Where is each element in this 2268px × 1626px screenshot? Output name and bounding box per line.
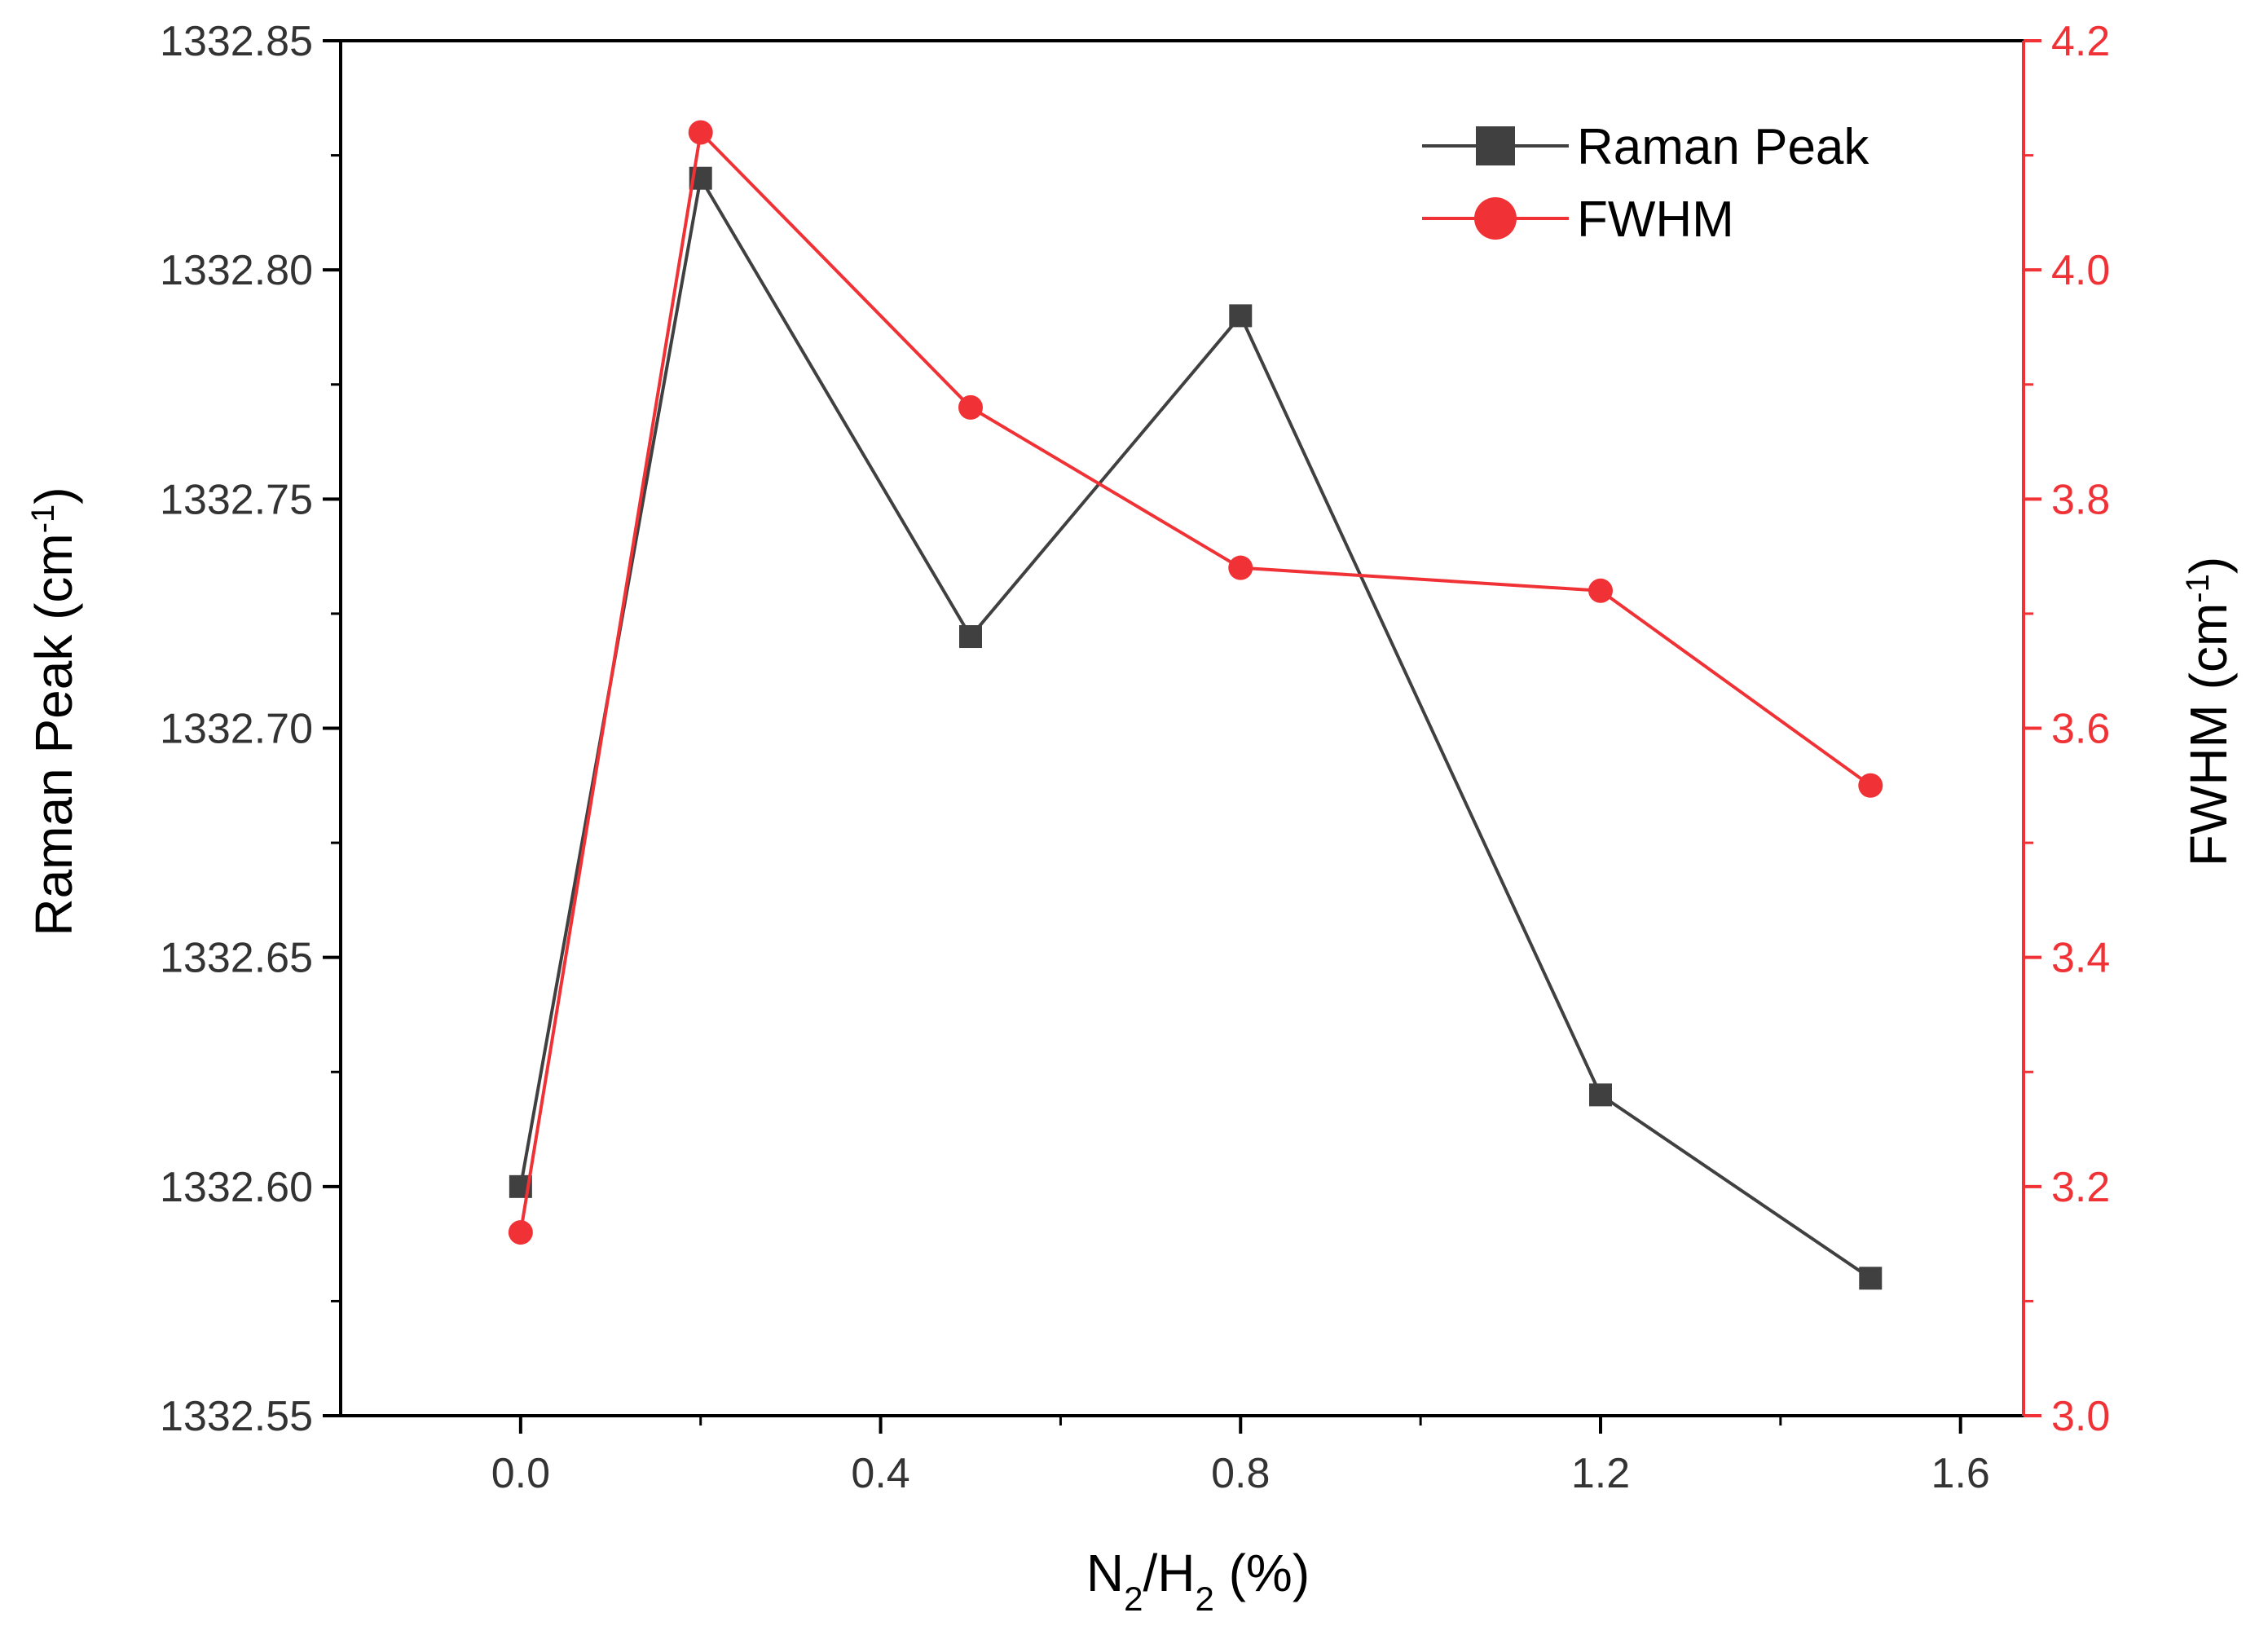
x-tick-label: 1.2: [1571, 1450, 1630, 1497]
data-point-fwhm: [508, 1220, 533, 1245]
y-right-title-close: ): [2179, 557, 2238, 574]
legend-label-raman: Raman Peak: [1577, 119, 1869, 175]
series-line-raman: [518, 176, 1872, 1280]
x-title-sub2: 2: [1195, 1580, 1213, 1618]
x-title-n: N: [1086, 1544, 1124, 1602]
legend-marker-raman: [1476, 126, 1515, 165]
y-right-tick-label: 3.8: [2051, 476, 2110, 523]
y-right-tick-label: 3.6: [2051, 706, 2110, 753]
y-right-tick-label: 4.2: [2051, 18, 2110, 65]
x-tick-label: 0.8: [1211, 1450, 1270, 1497]
y-axis-right-title: FWHM (cm-1): [2179, 557, 2238, 866]
y-left-tick-label: 1332.85: [160, 18, 313, 65]
data-point-raman: [1859, 1267, 1883, 1290]
x-tick-label: 0.0: [491, 1450, 550, 1497]
y-left-tick-label: 1332.75: [160, 476, 313, 523]
x-title-slash-h: /H: [1143, 1544, 1195, 1602]
y-left-title-sup: -1: [25, 505, 61, 534]
y-right-tick-label: 4.0: [2051, 247, 2110, 294]
y-left-title-main: Raman Peak (cm: [24, 533, 83, 936]
series-group: [508, 120, 1883, 1290]
y-left-tick-label: 1332.80: [160, 247, 313, 294]
y-left-title-close: ): [24, 487, 83, 504]
data-point-fwhm: [1588, 578, 1613, 603]
axes: 0.0 0.4 0.8 1.2 1.6 1332.55 1332.60 1332.65 1332…: [160, 18, 2110, 1497]
y-right-tick-label: 3.0: [2051, 1393, 2110, 1440]
x-tick-label: 1.6: [1931, 1450, 1990, 1497]
x-title-sub1: 2: [1124, 1580, 1143, 1618]
y-right-title-sup: -1: [2180, 574, 2216, 603]
data-point-raman: [1229, 304, 1253, 328]
data-point-fwhm: [958, 394, 983, 420]
legend: Raman Peak FWHM: [1422, 119, 1869, 248]
x-tick-label: 0.4: [851, 1450, 909, 1497]
series-line-fwhm: [518, 130, 1872, 1233]
y-left-tick-label: 1332.65: [160, 935, 313, 982]
y-axis-left-title: Raman Peak (cm-1): [24, 487, 83, 936]
legend-marker-fwhm: [1474, 197, 1517, 240]
legend-label-fwhm: FWHM: [1577, 192, 1734, 248]
data-point-fwhm: [1228, 555, 1253, 580]
y-left-tick-label: 1332.55: [160, 1393, 313, 1440]
data-point-raman: [1588, 1083, 1612, 1107]
y-right-tick-label: 3.2: [2051, 1164, 2110, 1211]
x-title-tail: (%): [1214, 1544, 1310, 1602]
y-right-title-main: FWHM (cm: [2179, 603, 2238, 866]
y-right-tick-label: 3.4: [2051, 935, 2110, 982]
data-point-fwhm: [1858, 773, 1883, 798]
y-left-tick-label: 1332.70: [160, 706, 313, 753]
data-point-raman: [958, 625, 982, 649]
y-left-tick-label: 1332.60: [160, 1164, 313, 1211]
x-axis-title: N2/H2 (%): [1086, 1544, 1310, 1618]
data-point-fwhm: [688, 120, 713, 145]
